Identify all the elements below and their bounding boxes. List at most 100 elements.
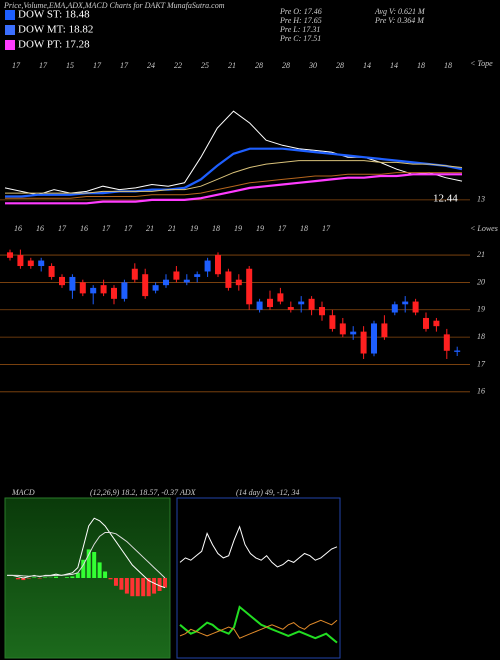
candle-body bbox=[121, 282, 128, 299]
x-label: 17 bbox=[58, 224, 67, 233]
candle-body bbox=[391, 304, 398, 313]
x-label: 19 bbox=[256, 224, 264, 233]
y-tick-label: 17 bbox=[477, 359, 486, 368]
candle-body bbox=[59, 276, 65, 286]
series-line bbox=[4, 110, 463, 196]
candle-body bbox=[225, 271, 232, 288]
y-tick-label: 21 bbox=[477, 250, 485, 259]
candle-body bbox=[131, 268, 138, 280]
adx-panel bbox=[176, 497, 341, 659]
annotation: 12.44 bbox=[433, 192, 458, 204]
histogram-bar bbox=[86, 549, 91, 578]
x-label: 21 bbox=[146, 224, 154, 233]
y-tick-label: 16 bbox=[477, 387, 485, 396]
x-label: 30 bbox=[308, 61, 317, 70]
series-line bbox=[179, 619, 338, 639]
candle-body bbox=[90, 287, 97, 294]
x-label: 28 bbox=[336, 61, 344, 70]
x-label: 14 bbox=[390, 61, 398, 70]
candle-body bbox=[329, 315, 336, 329]
histogram-bar bbox=[81, 559, 86, 578]
histogram-bar bbox=[70, 576, 75, 578]
panel-params: (14 day) 49, -12, 34 bbox=[236, 488, 300, 497]
candle-body bbox=[194, 274, 201, 277]
candle-body bbox=[235, 279, 242, 286]
x-label: 18 bbox=[300, 224, 308, 233]
histogram-bar bbox=[43, 577, 48, 578]
x-label: 14 bbox=[363, 61, 371, 70]
candle-body bbox=[7, 252, 13, 258]
candle-body bbox=[142, 274, 149, 297]
candle-body bbox=[277, 293, 284, 302]
price-info: Pre C: 17.51 bbox=[279, 34, 321, 43]
price-info: Pre V: 0.364 M bbox=[374, 16, 425, 25]
candle-body bbox=[17, 255, 24, 267]
series-line bbox=[179, 605, 338, 644]
candle-body bbox=[111, 287, 117, 299]
histogram-bar bbox=[75, 572, 80, 578]
x-label: 16 bbox=[14, 224, 22, 233]
series-line bbox=[179, 525, 338, 568]
candle-body bbox=[163, 279, 169, 286]
x-label: 17 bbox=[124, 224, 133, 233]
legend-swatch bbox=[5, 25, 15, 35]
price-info: Pre L: 17.31 bbox=[279, 25, 320, 34]
x-label: 17 bbox=[120, 61, 129, 70]
candle-body bbox=[350, 331, 357, 335]
candle-body bbox=[27, 260, 34, 267]
panel-title: MACD bbox=[11, 488, 35, 497]
x-label: 15 bbox=[66, 61, 74, 70]
x-label: 16 bbox=[36, 224, 44, 233]
side-label: < Lowes bbox=[470, 224, 498, 233]
histogram-bar bbox=[32, 577, 37, 578]
price-info: Pre H: 17.65 bbox=[279, 16, 322, 25]
histogram-bar bbox=[130, 578, 135, 597]
candle-body bbox=[152, 285, 159, 291]
histogram-bar bbox=[108, 578, 113, 580]
price-info: Avg V: 0.621 M bbox=[374, 7, 426, 16]
x-label: 28 bbox=[282, 61, 290, 70]
x-label: 17 bbox=[102, 224, 111, 233]
histogram-bar bbox=[54, 576, 59, 578]
series-line bbox=[5, 147, 463, 198]
x-label: 21 bbox=[228, 61, 236, 70]
candle-body bbox=[183, 279, 190, 283]
histogram-bar bbox=[141, 578, 146, 597]
legend-swatch bbox=[5, 40, 15, 50]
candle-body bbox=[256, 301, 263, 310]
candle-body bbox=[402, 301, 409, 305]
histogram-bar bbox=[37, 578, 42, 579]
candle-body bbox=[69, 276, 76, 291]
legend-label: DOW ST: 18.48 bbox=[18, 9, 90, 21]
x-label: 28 bbox=[255, 61, 263, 70]
y-tick-label: 13 bbox=[477, 195, 485, 204]
panel-params: (12,26,9) 18.2, 18.57, -0.37 bbox=[90, 488, 179, 497]
candle-body bbox=[412, 301, 419, 313]
histogram-bar bbox=[163, 578, 167, 588]
histogram-bar bbox=[103, 571, 108, 578]
x-label: 24 bbox=[147, 61, 155, 70]
histogram-bar bbox=[21, 578, 26, 581]
x-label: 17 bbox=[93, 61, 102, 70]
x-label: 17 bbox=[278, 224, 287, 233]
histogram-bar bbox=[92, 552, 97, 578]
candle-body bbox=[319, 307, 325, 316]
candle-body bbox=[246, 268, 253, 305]
histogram-bar bbox=[119, 578, 124, 590]
candle-body bbox=[173, 271, 180, 280]
histogram-bar bbox=[97, 562, 102, 578]
y-tick-label: 18 bbox=[477, 332, 485, 341]
candle-body bbox=[287, 307, 294, 310]
x-label: 19 bbox=[234, 224, 242, 233]
histogram-bar bbox=[157, 578, 162, 591]
candle-body bbox=[48, 266, 55, 277]
x-label: 18 bbox=[417, 61, 425, 70]
legend-label: DOW PT: 17.28 bbox=[18, 39, 90, 51]
x-label: 17 bbox=[12, 61, 21, 70]
series-line bbox=[7, 532, 166, 579]
candle-body bbox=[454, 350, 461, 352]
candle-body bbox=[298, 301, 305, 305]
legend-swatch bbox=[5, 10, 15, 20]
candle-body bbox=[381, 323, 388, 338]
